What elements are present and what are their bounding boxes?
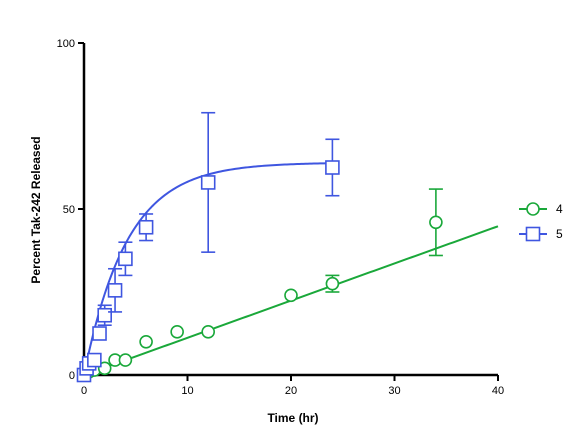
x-tick-label: 10 <box>181 385 193 397</box>
data-point <box>325 160 340 175</box>
legend-label: 4 <box>556 202 563 216</box>
legend-item-5: 5 <box>519 226 563 242</box>
data-point <box>138 219 154 235</box>
data-point <box>118 353 133 367</box>
data-point <box>97 307 112 323</box>
series-5 <box>76 111 340 383</box>
legend: 45 <box>519 202 563 242</box>
x-tick-label: 40 <box>492 385 504 397</box>
data-point <box>284 288 298 303</box>
y-axis-title: Percent Tak-242 Released <box>29 136 43 283</box>
x-axis-title: Time (hr) <box>267 411 318 425</box>
axes: 0 10 20 30 40 0 50 100 <box>57 38 504 397</box>
data-point <box>118 251 133 267</box>
legend-item-4: 4 <box>519 202 563 216</box>
data-point <box>325 276 340 291</box>
legend-marker <box>525 226 541 242</box>
y-tick-label: 0 <box>69 370 75 382</box>
series-layer <box>76 111 499 383</box>
data-point <box>107 283 123 298</box>
data-point <box>97 361 112 376</box>
legend-marker <box>526 202 540 216</box>
y-tick-label: 100 <box>57 38 75 50</box>
x-tick-label: 0 <box>81 385 87 397</box>
y-tick-label: 50 <box>63 204 75 216</box>
data-point <box>87 352 102 368</box>
x-tick-label: 30 <box>388 385 400 397</box>
data-point <box>201 325 215 339</box>
data-point <box>139 334 153 349</box>
data-point <box>92 326 107 341</box>
data-point <box>429 215 443 230</box>
x-tick-label: 20 <box>285 385 297 397</box>
data-point <box>170 325 184 339</box>
legend-label: 5 <box>556 227 563 241</box>
data-point <box>200 175 216 190</box>
